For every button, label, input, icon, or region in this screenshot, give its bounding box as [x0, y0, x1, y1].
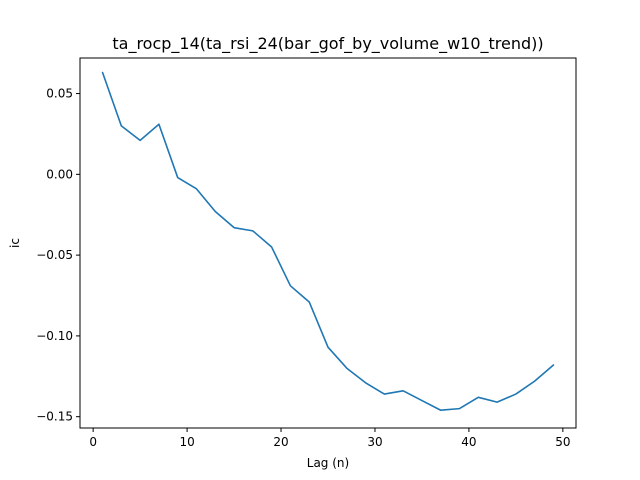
- y-tick-label: −0.15: [36, 410, 73, 424]
- series-line: [101, 71, 555, 412]
- chart-title: ta_rocp_14(ta_rsi_24(bar_gof_by_volume_w…: [112, 34, 543, 54]
- x-tick-label: 20: [273, 435, 288, 449]
- y-axis: 0.05 0.00 −0.05 −0.10 −0.15: [36, 87, 80, 424]
- x-tick-label: 50: [555, 435, 570, 449]
- y-tick-label: 0.00: [46, 167, 73, 181]
- x-tick-label: 0: [89, 435, 97, 449]
- x-tick-label: 10: [179, 435, 194, 449]
- x-axis: 0 10 20 30 40 50: [89, 428, 570, 449]
- y-tick-label: 0.05: [46, 87, 73, 101]
- y-tick-label: −0.05: [36, 248, 73, 262]
- x-tick-label: 30: [367, 435, 382, 449]
- y-tick-label: −0.10: [36, 329, 73, 343]
- series-layer: [101, 71, 555, 412]
- x-tick-label: 40: [461, 435, 476, 449]
- x-axis-label: Lag (n): [307, 456, 349, 470]
- plot-frame: [79, 57, 577, 429]
- y-axis-label: ic: [8, 238, 22, 248]
- plot-area: [101, 71, 555, 412]
